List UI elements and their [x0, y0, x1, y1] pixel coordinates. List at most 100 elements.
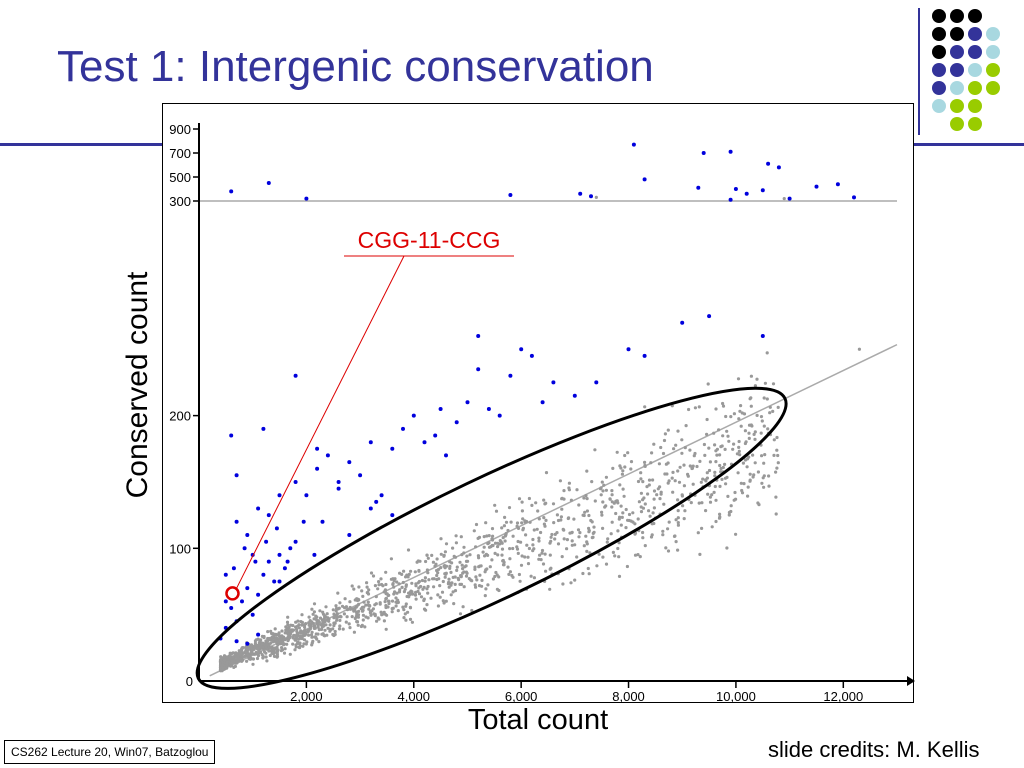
background-point — [481, 550, 485, 554]
background-point — [517, 497, 522, 501]
conserved-point — [497, 413, 502, 418]
background-point — [661, 529, 665, 533]
background-point — [606, 537, 610, 541]
conserved-point — [315, 466, 320, 471]
background-point — [575, 555, 579, 559]
background-point — [558, 479, 562, 483]
background-point — [776, 405, 780, 409]
background-point — [755, 377, 759, 381]
decor-dot — [932, 27, 946, 41]
background-point — [751, 453, 755, 457]
background-point — [300, 623, 304, 627]
conserved-point — [589, 194, 593, 199]
background-point — [532, 528, 536, 532]
conserved-point — [368, 506, 373, 511]
background-point — [275, 655, 279, 659]
background-point — [384, 570, 388, 574]
background-point — [643, 405, 647, 409]
background-point — [526, 555, 530, 559]
background-point — [569, 581, 573, 585]
conserved-point — [277, 579, 282, 584]
background-point — [320, 632, 324, 636]
background-point — [425, 587, 429, 591]
background-point — [548, 567, 552, 571]
background-point — [748, 478, 752, 482]
background-point — [304, 642, 308, 646]
background-point — [703, 453, 707, 457]
background-point — [693, 451, 697, 456]
background-point — [286, 639, 290, 643]
background-point — [346, 607, 350, 611]
background-point — [539, 530, 543, 535]
background-point — [442, 554, 446, 558]
background-point — [696, 531, 700, 535]
background-point — [325, 612, 329, 616]
background-point — [352, 608, 356, 612]
background-point — [390, 599, 395, 603]
background-point — [384, 582, 388, 587]
background-point — [561, 582, 565, 586]
background-point — [618, 483, 622, 487]
background-point — [508, 570, 512, 574]
background-point — [277, 640, 282, 644]
background-point — [398, 571, 402, 575]
decor-dot — [968, 45, 982, 59]
background-point — [737, 449, 741, 453]
conserved-point — [411, 413, 416, 418]
background-point — [260, 653, 264, 657]
background-point — [600, 510, 604, 514]
background-point — [719, 445, 723, 449]
background-point — [410, 620, 414, 624]
background-point — [577, 535, 581, 539]
background-point — [392, 585, 396, 589]
background-point — [307, 623, 311, 627]
background-point — [241, 655, 246, 659]
background-point — [620, 515, 624, 519]
background-point — [641, 536, 645, 540]
background-point — [673, 479, 677, 483]
background-point — [610, 520, 614, 524]
background-point — [467, 577, 471, 581]
background-point — [659, 492, 663, 496]
background-point — [350, 584, 354, 588]
background-point — [438, 584, 442, 588]
background-point — [441, 599, 445, 603]
background-point — [326, 626, 330, 630]
background-point — [619, 523, 623, 527]
background-point — [587, 513, 591, 518]
background-point — [713, 484, 717, 489]
background-point — [772, 453, 776, 457]
background-point — [537, 517, 541, 521]
background-point — [712, 431, 716, 435]
background-point — [504, 520, 509, 524]
background-point — [738, 409, 742, 413]
background-point — [452, 602, 456, 606]
background-point — [753, 437, 757, 441]
conserved-point — [374, 499, 379, 504]
background-point — [303, 623, 307, 627]
background-point — [392, 592, 396, 596]
background-point — [417, 579, 421, 584]
background-point — [366, 603, 370, 607]
background-point — [604, 562, 609, 566]
background-point — [610, 505, 614, 509]
y-tick-label: 200 — [169, 409, 191, 424]
background-point — [680, 438, 684, 442]
background-point — [755, 413, 759, 417]
background-point — [240, 648, 244, 652]
background-point — [717, 428, 721, 432]
background-point — [406, 548, 411, 552]
background-point — [309, 633, 314, 637]
background-point — [511, 534, 515, 538]
background-point — [747, 423, 752, 427]
background-point — [724, 414, 728, 419]
background-point — [456, 576, 460, 580]
background-point — [534, 501, 538, 505]
background-point — [307, 621, 311, 625]
conserved-point — [312, 552, 317, 557]
background-point — [478, 573, 482, 577]
background-point — [431, 577, 435, 581]
background-point — [376, 587, 380, 591]
background-point — [417, 592, 422, 596]
background-point — [300, 613, 304, 617]
